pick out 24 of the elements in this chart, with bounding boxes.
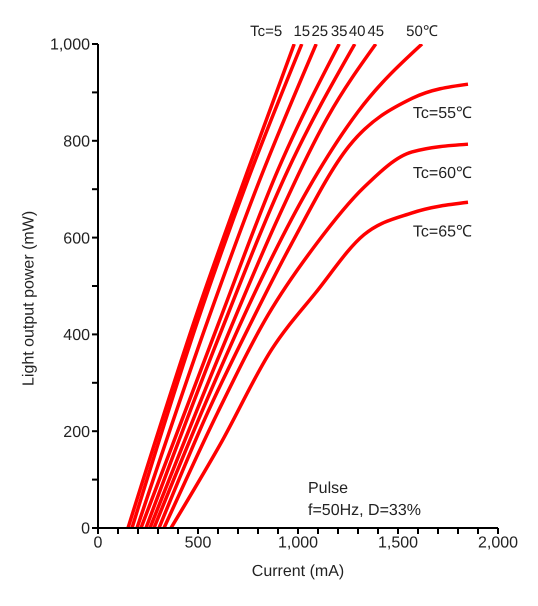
series-label: Tc=5 [250,23,282,40]
series-label: 15 [293,23,310,40]
x-tick-label: 1,500 [378,534,418,552]
series-label: Tc=55℃ [412,105,472,122]
x-axis-title: Current (mA) [252,563,344,580]
x-tick-label: 500 [184,534,212,552]
x-tick-label: 0 [94,534,103,552]
y-tick-label: 800 [63,133,90,150]
y-tick-label: 0 [81,520,90,538]
series-label: 50℃ [406,23,438,40]
x-tick-label: 1,000 [278,534,318,552]
series-label: 45 [367,23,384,40]
series-label: 40 [348,23,366,40]
y-axis-title: Light output power (mW) [20,210,38,386]
x-tick-label: 2,000 [478,534,518,552]
y-tick-label: 600 [63,230,90,248]
series-label: Tc=60℃ [412,165,472,182]
y-tick-label: 400 [63,327,90,344]
series-label: 25 [311,23,328,40]
y-tick-label: 1,000 [50,36,90,54]
y-tick-label: 200 [63,424,90,441]
series-label: Tc=65℃ [412,223,472,240]
note-text: Pulse f=50Hz, D=33% [308,479,421,521]
series-label: 35 [330,23,348,40]
